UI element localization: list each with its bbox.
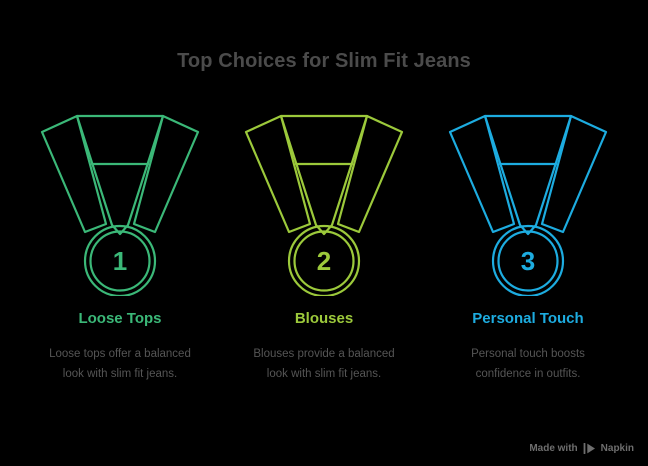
medal-rank-number-3: 3 xyxy=(521,246,535,276)
medal-icon-3: 3 xyxy=(448,114,608,296)
item-description-2: Blouses provide a balanced look with sli… xyxy=(253,348,395,381)
medal-icon-2: 2 xyxy=(244,114,404,296)
item-description-1: Loose tops offer a balanced look with sl… xyxy=(49,348,191,381)
item-label-3: Personal Touch xyxy=(472,310,584,327)
ranked-item-2[interactable]: 2 Blouses Blouses provide a balanced loo… xyxy=(228,100,420,384)
watermark-made-with-text: Made with xyxy=(529,443,578,454)
medal-graphic-1: 1 xyxy=(30,100,210,296)
medal-graphic-2: 2 xyxy=(234,100,414,296)
item-label-1: Loose Tops xyxy=(78,310,162,327)
item-description-3: Personal touch boosts confidence in outf… xyxy=(471,348,585,381)
ranked-item-1[interactable]: 1 Loose Tops Loose tops offer a balanced… xyxy=(24,100,216,384)
napkin-play-icon xyxy=(583,443,596,454)
page-title: Top Choices for Slim Fit Jeans xyxy=(177,50,471,72)
napkin-watermark: Made with Napkin xyxy=(529,443,634,454)
ranked-item-3[interactable]: 3 Personal Touch Personal touch boosts c… xyxy=(432,100,624,384)
medal-rank-number-2: 2 xyxy=(317,246,331,276)
medal-icon-1: 1 xyxy=(40,114,200,296)
medal-rank-number-1: 1 xyxy=(113,246,127,276)
ranked-items-row: 1 Loose Tops Loose tops offer a balanced… xyxy=(24,100,624,410)
napkin-play-icon-svg xyxy=(583,443,595,454)
item-label-2: Blouses xyxy=(294,310,354,327)
medal-graphic-3: 3 xyxy=(438,100,618,296)
watermark-brand-text: Napkin xyxy=(600,443,634,454)
